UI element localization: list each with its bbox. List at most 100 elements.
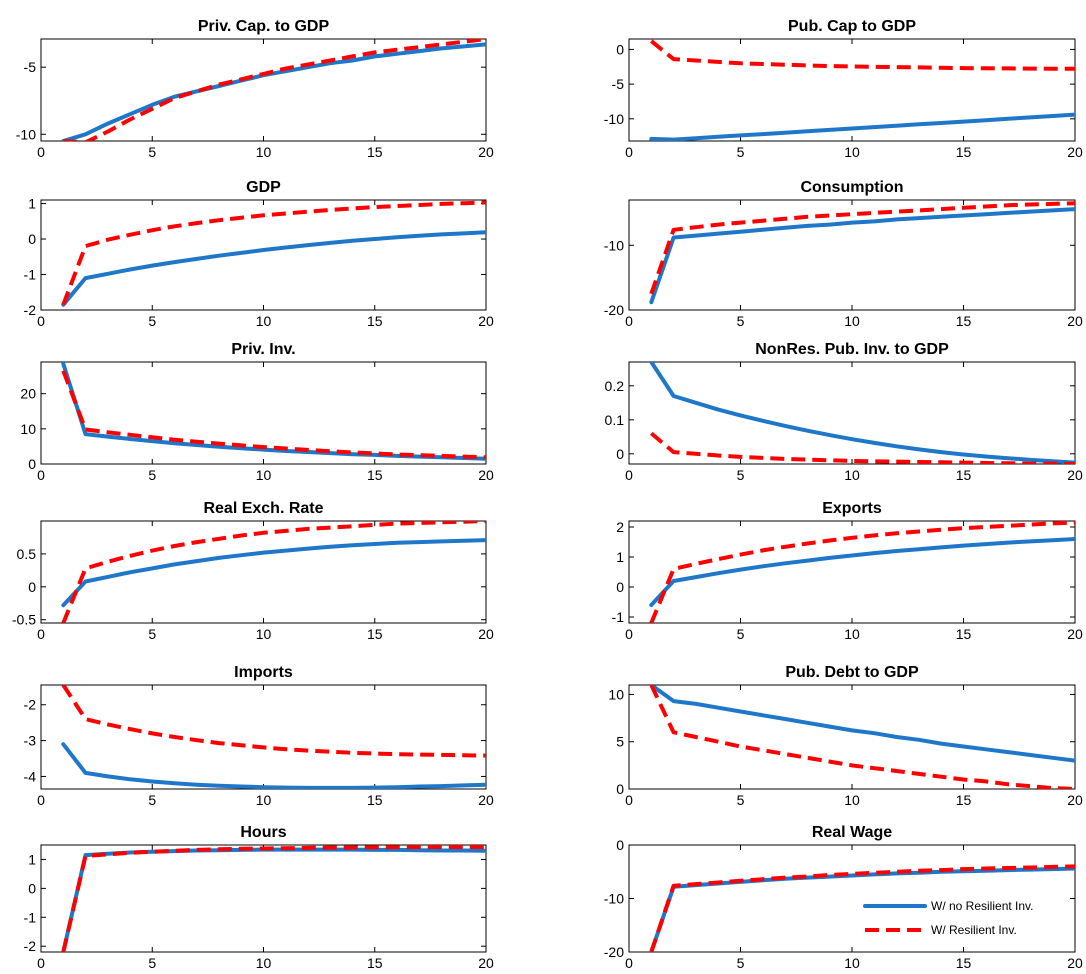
panel-pub-cap-to-gdp: Pub. Cap to GDP 0 5 10 15 20 -10 -5 0 xyxy=(604,18,1083,160)
panel-exports-ytick-label: 2 xyxy=(616,519,624,535)
panel-priv-inv-xtick-label: 10 xyxy=(256,467,272,483)
panel-nonres-pub-inv-to-gdp-series-resilient-line xyxy=(650,431,1075,464)
panel-gdp-xtick-label: 20 xyxy=(478,313,494,329)
panel-real-wage-xtick-label: 20 xyxy=(1067,955,1083,971)
legend-label-resilient: W/ Resilient Inv. xyxy=(931,923,1017,937)
panel-gdp-xtick-label: 5 xyxy=(148,313,156,329)
panel-gdp-title: GDP xyxy=(246,179,281,196)
panel-imports-ytick-label: -4 xyxy=(24,768,37,784)
panel-nonres-pub-inv-to-gdp-xtick-label: 5 xyxy=(737,467,745,483)
panel-pub-debt-to-gdp-xtick-label: 15 xyxy=(956,792,972,808)
panel-consumption: Consumption 0 5 10 15 20 -20 -10 xyxy=(604,179,1083,329)
panel-real-wage-xtick-label: 10 xyxy=(844,955,860,971)
panel-imports-xtick-label: 15 xyxy=(367,792,383,808)
panel-pub-cap-to-gdp-series-no-resilient-line xyxy=(649,112,1075,141)
panel-nonres-pub-inv-to-gdp-ytick-label: 0 xyxy=(616,446,624,462)
panel-nonres-pub-inv-to-gdp-xtick-label: 0 xyxy=(625,467,633,483)
panel-priv-cap-to-gdp-xtick-label: 20 xyxy=(478,144,494,160)
panel-pub-debt-to-gdp-series-no-resilient-line xyxy=(649,685,1075,763)
panel-priv-cap-to-gdp: Priv. Cap. to GDP 0 5 10 15 20 -10 -5 xyxy=(16,18,494,160)
panel-priv-inv-xtick-label: 5 xyxy=(148,467,156,483)
panel-exports-xtick-label: 20 xyxy=(1067,626,1083,642)
panel-imports-xtick-label: 20 xyxy=(478,792,494,808)
panel-hours-title: Hours xyxy=(240,824,286,841)
panel-priv-cap-to-gdp-xtick-label: 15 xyxy=(367,144,383,160)
panel-pub-cap-to-gdp-xtick-label: 5 xyxy=(737,144,745,160)
panel-consumption-xtick-label: 10 xyxy=(844,313,860,329)
panel-imports: Imports 0 5 10 15 20 -4 -3 -2 xyxy=(24,664,494,808)
panel-consumption-ytick-label: -10 xyxy=(604,237,624,253)
panel-real-exch-rate-xtick-label: 20 xyxy=(478,626,494,642)
panel-real-wage-ytick-label: 0 xyxy=(616,837,624,853)
legend-background xyxy=(855,890,1070,944)
panel-priv-inv-series-resilient-line xyxy=(61,370,486,460)
panel-gdp-xtick-label: 0 xyxy=(37,313,45,329)
panel-imports-xtick-label: 0 xyxy=(37,792,45,808)
panel-pub-cap-to-gdp-series-resilient-line xyxy=(650,39,1075,71)
panel-imports-series-resilient-line xyxy=(61,685,486,758)
panel-gdp-xtick-label: 10 xyxy=(256,313,272,329)
panel-nonres-pub-inv-to-gdp: NonRes. Pub. Inv. to GDP 0 5 10 15 20 0 0.1 0.2 xyxy=(605,341,1083,483)
panel-nonres-pub-inv-to-gdp-axes xyxy=(628,361,1076,465)
panel-real-wage-ytick-label: -10 xyxy=(604,891,624,907)
panel-nonres-pub-inv-to-gdp-ytick-label: 0.2 xyxy=(605,378,625,394)
panel-pub-cap-to-gdp-axes xyxy=(628,38,1076,142)
panel-gdp-series-resilient-line xyxy=(61,200,486,306)
panel-pub-debt-to-gdp-xtick-label: 5 xyxy=(737,792,745,808)
panel-pub-debt-to-gdp-xtick-label: 20 xyxy=(1067,792,1083,808)
panel-imports-series-no-resilient-line xyxy=(61,742,486,789)
panel-real-exch-rate-xtick-label: 15 xyxy=(367,626,383,642)
panel-pub-debt-to-gdp-ytick-label: 10 xyxy=(608,686,624,702)
panel-priv-inv-xtick-label: 20 xyxy=(478,467,494,483)
panel-pub-debt-to-gdp-title: Pub. Debt to GDP xyxy=(785,664,919,681)
panel-exports-xtick-label: 10 xyxy=(844,626,860,642)
panel-pub-cap-to-gdp-ytick-label: -5 xyxy=(612,76,625,92)
legend-label-no-resilient: W/ no Resilient Inv. xyxy=(931,899,1033,913)
panel-consumption-axes xyxy=(628,199,1076,311)
panel-real-exch-rate-xtick-label: 5 xyxy=(148,626,156,642)
panel-consumption-xtick-label: 5 xyxy=(737,313,745,329)
panel-hours-ytick-label: -2 xyxy=(24,938,37,954)
panel-priv-cap-to-gdp-ytick-label: -5 xyxy=(24,59,37,75)
panel-priv-cap-to-gdp-title: Priv. Cap. to GDP xyxy=(198,18,330,35)
panel-consumption-ytick-label: -20 xyxy=(604,302,624,318)
panel-hours-axes xyxy=(40,844,487,953)
panel-real-exch-rate-ytick-label: 0.5 xyxy=(17,546,37,562)
panel-pub-cap-to-gdp-xtick-label: 0 xyxy=(625,144,633,160)
panel-hours-ytick-label: 1 xyxy=(28,851,36,867)
panel-hours-xtick-label: 20 xyxy=(478,955,494,971)
panel-imports-ytick-label: -3 xyxy=(24,733,37,749)
panel-imports-axes xyxy=(40,684,487,790)
panel-exports-ytick-label: 1 xyxy=(616,549,624,565)
panel-real-exch-rate-ytick-label: 0 xyxy=(28,579,36,595)
panel-priv-cap-to-gdp-series-resilient-line xyxy=(63,39,486,141)
panel-pub-cap-to-gdp-ytick-label: -10 xyxy=(604,111,624,127)
panel-nonres-pub-inv-to-gdp-xtick-label: 10 xyxy=(844,467,860,483)
panel-priv-inv-ytick-label: 10 xyxy=(20,421,36,437)
panel-pub-cap-to-gdp-xtick-label: 20 xyxy=(1067,144,1083,160)
panel-real-wage-xtick-label: 5 xyxy=(737,955,745,971)
panel-priv-inv-series-no-resilient-line xyxy=(61,362,486,461)
panel-consumption-xtick-label: 0 xyxy=(625,313,633,329)
panel-pub-cap-to-gdp-title: Pub. Cap to GDP xyxy=(788,18,916,35)
panel-priv-inv: Priv. Inv. 0 5 10 15 20 0 10 20 xyxy=(20,341,494,483)
panel-real-exch-rate-series-resilient-line xyxy=(61,521,486,623)
panel-exports-xtick-label: 5 xyxy=(737,626,745,642)
panel-priv-inv-xtick-label: 15 xyxy=(367,467,383,483)
panel-real-wage-xtick-label: 0 xyxy=(625,955,633,971)
panel-real-exch-rate-series-no-resilient-line xyxy=(61,538,486,608)
panel-pub-debt-to-gdp-ytick-label: 0 xyxy=(616,781,624,797)
panel-pub-debt-to-gdp: Pub. Debt to GDP 0 5 10 15 20 0 5 10 xyxy=(608,664,1083,808)
panel-hours: Hours 0 5 10 15 20 -2 -1 0 1 xyxy=(24,824,494,971)
panel-hours-ytick-label: -1 xyxy=(24,909,37,925)
panel-real-wage-title: Real Wage xyxy=(812,824,892,841)
panel-hours-ytick-label: 0 xyxy=(28,880,36,896)
panel-pub-debt-to-gdp-ytick-label: 5 xyxy=(616,734,624,750)
panel-priv-inv-title: Priv. Inv. xyxy=(231,341,295,358)
panel-gdp-xtick-label: 15 xyxy=(367,313,383,329)
panel-real-wage-series-resilient-line xyxy=(649,864,1075,952)
panel-exports-title: Exports xyxy=(822,500,882,517)
panel-priv-inv-xtick-label: 0 xyxy=(37,467,45,483)
